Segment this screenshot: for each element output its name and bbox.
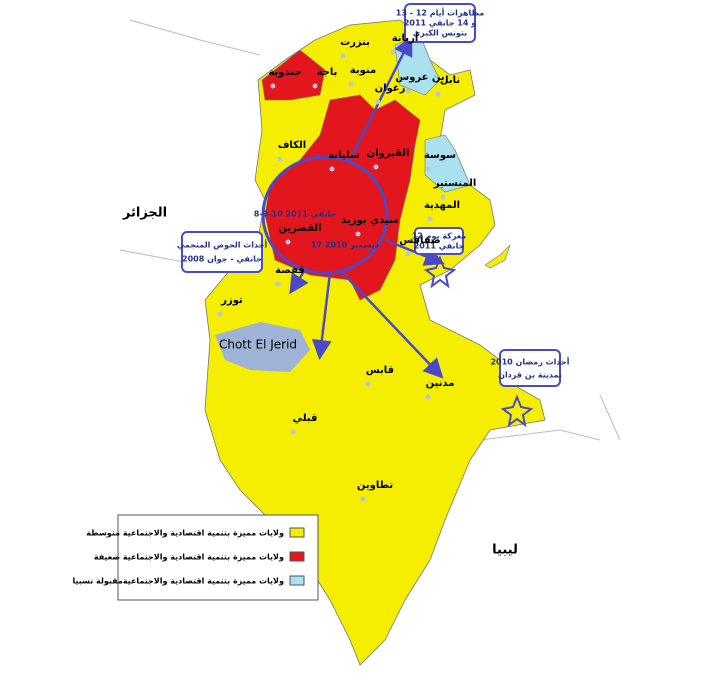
city-dot bbox=[440, 194, 446, 200]
city-dot bbox=[375, 99, 381, 105]
country-label: ليبيا bbox=[492, 543, 518, 558]
circle-date: 8-9-10 جانفي 2011 bbox=[254, 210, 337, 219]
city-dot bbox=[340, 53, 346, 59]
city-dot bbox=[348, 81, 354, 87]
city-dot bbox=[270, 83, 276, 89]
governorate-label: المهدية bbox=[424, 200, 460, 211]
stars bbox=[423, 255, 534, 428]
callout-text: جانفي - جوان 2008 bbox=[182, 255, 262, 264]
governorate-label: باجة bbox=[317, 67, 338, 78]
event-circle bbox=[261, 155, 389, 275]
city-dot bbox=[405, 88, 411, 94]
city-dot bbox=[329, 166, 335, 172]
callout-text: معركة يوم 12 bbox=[412, 232, 467, 241]
city-dot bbox=[365, 381, 371, 387]
city-dot bbox=[427, 216, 433, 222]
governorate-label: صفاقس bbox=[399, 235, 440, 246]
governorate-label: زغوان bbox=[375, 83, 406, 94]
legend-label: ولايات مميزة بتنمية اقتصادية والاجتماعية… bbox=[73, 577, 285, 586]
governorate-label: تطاوين bbox=[357, 480, 393, 491]
city-dot bbox=[290, 429, 296, 435]
legend-label: ولايات مميزة بتنمية اقتصادية والاجتماعية… bbox=[94, 553, 284, 562]
governorate-label: جندوبة bbox=[268, 67, 301, 78]
callout-boxes bbox=[181, 3, 561, 387]
callout-text: أحداث رمضان 2010 bbox=[490, 357, 569, 367]
callout-text: بمدينة بن قردان bbox=[498, 371, 562, 380]
callout-text: أحداث الحوض المنجمي bbox=[177, 240, 268, 251]
governorate-label: سوسة bbox=[424, 150, 456, 161]
city-dot bbox=[217, 311, 223, 317]
governorate-label: سليانة bbox=[328, 150, 360, 161]
legend-label: ولايات مميزة بتنمية اقتصادية والاجتماعية… bbox=[86, 529, 284, 538]
governorate-label: توزر bbox=[220, 295, 243, 306]
city-dot bbox=[425, 394, 431, 400]
city-dot bbox=[285, 239, 291, 245]
governorate-label: مدنين bbox=[426, 378, 455, 389]
callout-text: جانفي 2011 bbox=[414, 242, 465, 251]
legend bbox=[117, 514, 319, 601]
governorate-label: الكاف bbox=[278, 140, 306, 151]
circle-date: 17 ديسمبر 2010 bbox=[311, 241, 379, 250]
city-dot bbox=[425, 166, 431, 172]
callout-text: مظاهرات أيام 12 - 13 bbox=[396, 8, 484, 18]
governorate-label: بن عروس bbox=[395, 72, 444, 83]
city-dot bbox=[312, 83, 318, 89]
governorate-label: سيدي بوزيد bbox=[341, 215, 399, 226]
region-red bbox=[261, 49, 326, 101]
governorate-label: بنزرت bbox=[340, 37, 370, 48]
city-dot bbox=[405, 251, 411, 257]
governorate-label: قابس bbox=[366, 365, 394, 376]
city-dot bbox=[390, 49, 396, 55]
governorate-label: منوبة bbox=[350, 65, 376, 76]
city-dot bbox=[435, 91, 441, 97]
city-dot bbox=[275, 281, 281, 287]
city-dot bbox=[360, 496, 366, 502]
legend-swatch bbox=[289, 527, 305, 538]
callout-text: بتونس الكبرى bbox=[413, 29, 467, 39]
governorate-label: المنستير bbox=[433, 178, 477, 189]
legend-swatch bbox=[289, 551, 305, 562]
island bbox=[484, 244, 511, 269]
city-dot bbox=[277, 156, 283, 162]
governorate-label: قفصة bbox=[275, 265, 305, 276]
legend-swatch bbox=[289, 575, 305, 586]
governorate-label: قبلي bbox=[293, 413, 318, 424]
arrows bbox=[289, 35, 445, 379]
lake-label: Chott El Jerid bbox=[219, 338, 297, 352]
governorate-label: نابل bbox=[440, 75, 460, 86]
governorate-label: أريانة bbox=[392, 31, 419, 44]
lake bbox=[215, 322, 310, 372]
region-blue bbox=[424, 134, 471, 193]
governorate-label: القيروان bbox=[367, 148, 410, 159]
callout-text: و 14 جانفي 2011 bbox=[404, 19, 476, 28]
country-label: الجزائر bbox=[122, 206, 167, 221]
city-dot bbox=[355, 231, 361, 237]
city-dot bbox=[373, 164, 379, 170]
governorate-label: القصرين bbox=[278, 223, 321, 234]
